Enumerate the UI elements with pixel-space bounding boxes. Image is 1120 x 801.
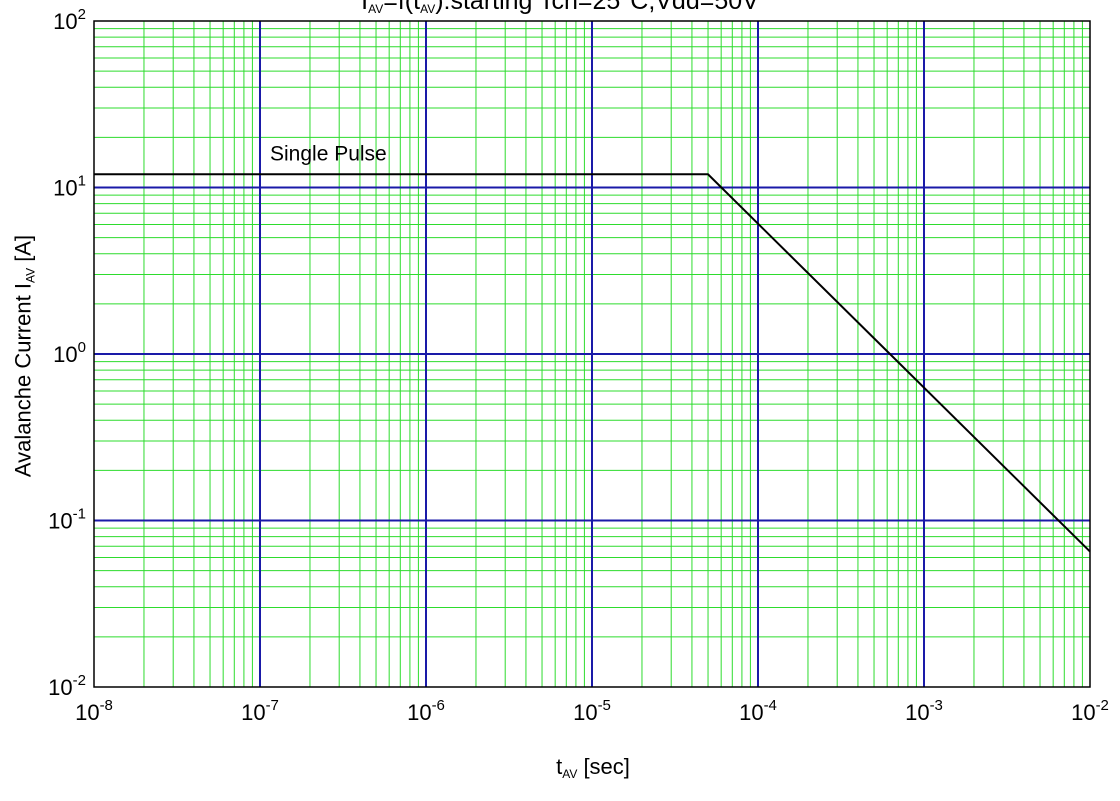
x-tick-label-exponent: -7 [266, 697, 279, 714]
major-grid [94, 21, 1090, 687]
x-tick-labels: 10-8 10-7 10-6 10-5 10-4 10-3 10-2 [75, 697, 1109, 725]
y-tick-label-exponent: 2 [78, 6, 86, 23]
x-tick-label-base: 10 [407, 700, 431, 725]
y-tick-label-exponent: 0 [78, 339, 86, 356]
annotation-single-pulse: Single Pulse [270, 142, 387, 165]
y-tick-label: 10-2 [48, 672, 86, 700]
x-tick-label-base: 10 [241, 700, 265, 725]
y-tick-label: 102 [53, 6, 86, 34]
x-tick-label: 10-2 [1071, 697, 1109, 725]
x-tick-label-exponent: -8 [100, 697, 113, 714]
x-tick-label-exponent: -6 [432, 697, 445, 714]
x-tick-label: 10-3 [905, 697, 943, 725]
annotation-layer: Single Pulse [270, 142, 387, 165]
x-tick-label-base: 10 [905, 700, 929, 725]
x-tick-label: 10-7 [241, 697, 279, 725]
y-tick-label: 101 [53, 173, 86, 201]
chart-title: IAV=f(tAV):starting Tch=25°C,Vdd=50V [361, 0, 759, 16]
y-tick-label: 100 [53, 339, 86, 367]
plot-frame [93, 20, 1091, 688]
y-tick-label-exponent: 1 [78, 173, 86, 190]
x-tick-label-exponent: -4 [764, 697, 777, 714]
y-tick-label-exponent: -1 [73, 506, 86, 523]
series-layer [93, 173, 1091, 553]
x-tick-label-exponent: -3 [930, 697, 943, 714]
y-tick-label: 10-1 [48, 506, 86, 534]
x-tick-label-exponent: -5 [598, 697, 611, 714]
y-tick-label-base: 10 [48, 675, 72, 700]
series-line-1 [94, 173, 1091, 553]
y-tick-label-base: 10 [48, 509, 72, 534]
y-tick-label-exponent: -2 [73, 672, 86, 689]
x-tick-label: 10-8 [75, 697, 113, 725]
y-tick-label-base: 10 [53, 9, 77, 34]
x-tick-label: 10-4 [739, 697, 777, 725]
x-tick-label-base: 10 [573, 700, 597, 725]
x-tick-label-exponent: -2 [1096, 697, 1109, 714]
x-tick-label: 10-6 [407, 697, 445, 725]
x-tick-label-base: 10 [739, 700, 763, 725]
y-tick-label-base: 10 [53, 176, 77, 201]
x-tick-label-base: 10 [1071, 700, 1095, 725]
x-tick-label-base: 10 [75, 700, 99, 725]
x-axis-label: tAV [sec] [556, 754, 630, 781]
y-tick-label-base: 10 [53, 342, 77, 367]
x-tick-label: 10-5 [573, 697, 611, 725]
